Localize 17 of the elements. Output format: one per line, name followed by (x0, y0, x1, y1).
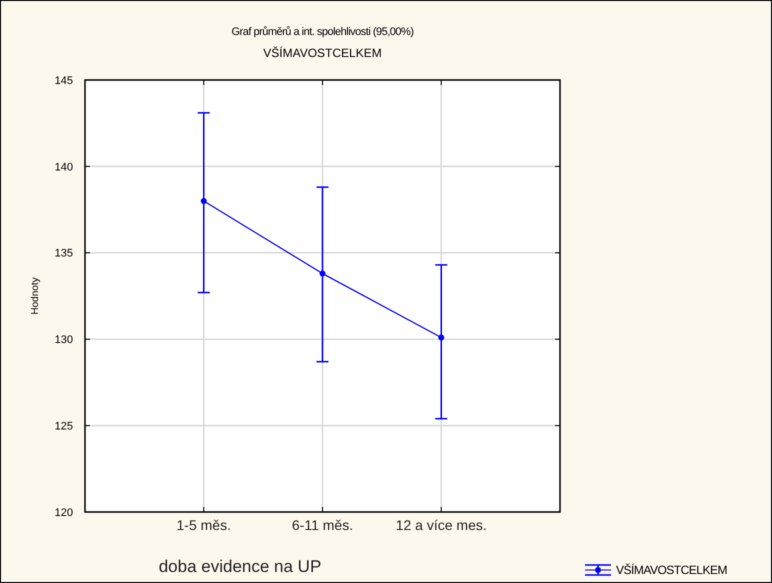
y-tick-label: 130 (54, 334, 73, 346)
chart-title: Graf průměrů a int. spolehlivosti (95,00%) (232, 26, 414, 38)
x-tick-label: 6-11 měs. (292, 517, 354, 533)
y-tick-label: 145 (54, 74, 73, 87)
legend-label: VŠÍMAVOSTCELKEM (616, 563, 728, 578)
point (200, 198, 207, 204)
point (320, 270, 326, 277)
x-tick-label: 12 a více mes. (396, 517, 487, 533)
chart-subtitle: VŠÍMAVOSTCELKEM (263, 46, 382, 60)
x-axis-title: doba evidence na UP (158, 557, 322, 576)
y-tick-label: 140 (54, 161, 73, 174)
y-tick-label: 125 (54, 420, 73, 432)
y-tick-label: 120 (54, 506, 73, 519)
y-tick-label: 135 (54, 248, 73, 260)
point (438, 334, 444, 340)
y-axis-title: Hodnoty (30, 277, 41, 315)
x-tick-label: 1-5 měs. (176, 517, 231, 533)
